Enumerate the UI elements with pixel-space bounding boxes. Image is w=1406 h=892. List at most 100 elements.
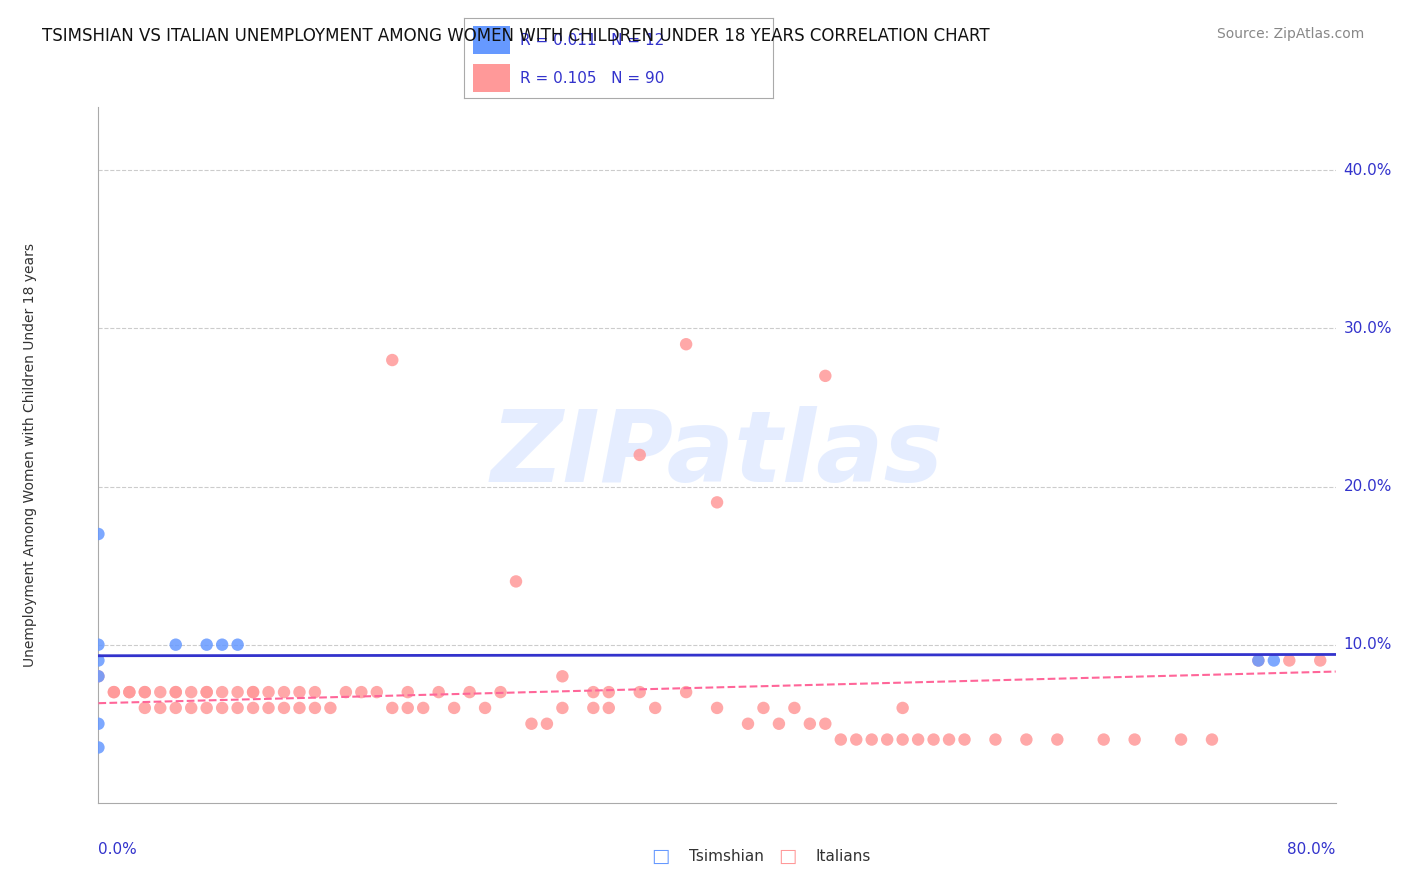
Point bbox=[195, 685, 218, 699]
Point bbox=[907, 732, 929, 747]
Point bbox=[938, 732, 960, 747]
Point bbox=[103, 685, 125, 699]
Point bbox=[489, 685, 512, 699]
Point bbox=[366, 685, 388, 699]
Point bbox=[288, 685, 311, 699]
Text: 20.0%: 20.0% bbox=[1344, 479, 1392, 494]
Text: 40.0%: 40.0% bbox=[1344, 163, 1392, 178]
Point bbox=[706, 701, 728, 715]
Point bbox=[628, 448, 651, 462]
Point bbox=[226, 701, 249, 715]
Text: 10.0%: 10.0% bbox=[1344, 637, 1392, 652]
Point bbox=[288, 701, 311, 715]
Point bbox=[381, 353, 404, 368]
Point bbox=[1015, 732, 1038, 747]
Point bbox=[814, 368, 837, 383]
Text: 80.0%: 80.0% bbox=[1288, 842, 1336, 857]
Point bbox=[242, 685, 264, 699]
Point bbox=[1247, 653, 1270, 667]
Point bbox=[118, 685, 141, 699]
Point bbox=[149, 701, 172, 715]
Point bbox=[165, 701, 187, 715]
Point bbox=[103, 685, 125, 699]
Point bbox=[149, 685, 172, 699]
Point bbox=[706, 495, 728, 509]
Point bbox=[226, 685, 249, 699]
Point bbox=[1278, 653, 1301, 667]
Point bbox=[165, 638, 187, 652]
Point bbox=[304, 685, 326, 699]
Point bbox=[814, 716, 837, 731]
Point bbox=[195, 685, 218, 699]
Point bbox=[505, 574, 527, 589]
Point bbox=[953, 732, 976, 747]
Point bbox=[551, 669, 574, 683]
Point bbox=[1123, 732, 1146, 747]
Bar bbox=[474, 63, 510, 92]
Point bbox=[458, 685, 481, 699]
Text: ZIPatlas: ZIPatlas bbox=[491, 407, 943, 503]
Point bbox=[350, 685, 373, 699]
Text: □: □ bbox=[778, 847, 797, 866]
Point bbox=[582, 701, 605, 715]
Point bbox=[830, 732, 852, 747]
Point bbox=[675, 337, 697, 351]
Point bbox=[211, 701, 233, 715]
Point bbox=[443, 701, 465, 715]
Point bbox=[134, 685, 156, 699]
Point bbox=[628, 685, 651, 699]
Point bbox=[412, 701, 434, 715]
Text: R = 0.105   N = 90: R = 0.105 N = 90 bbox=[520, 70, 664, 86]
Point bbox=[118, 685, 141, 699]
Text: 0.0%: 0.0% bbox=[98, 842, 138, 857]
Point bbox=[752, 701, 775, 715]
Text: Tsimshian: Tsimshian bbox=[689, 849, 763, 863]
Point bbox=[87, 527, 110, 541]
Point bbox=[582, 685, 605, 699]
Point bbox=[1046, 732, 1069, 747]
Point bbox=[551, 701, 574, 715]
Point bbox=[319, 701, 342, 715]
Point bbox=[87, 653, 110, 667]
Point bbox=[165, 685, 187, 699]
Point bbox=[860, 732, 883, 747]
Point bbox=[242, 701, 264, 715]
Point bbox=[598, 685, 620, 699]
Point bbox=[768, 716, 790, 731]
Bar bbox=[474, 26, 510, 54]
Point bbox=[87, 638, 110, 652]
Point bbox=[87, 716, 110, 731]
Point bbox=[783, 701, 806, 715]
Point bbox=[211, 638, 233, 652]
Point bbox=[381, 701, 404, 715]
Point bbox=[134, 685, 156, 699]
Point bbox=[195, 701, 218, 715]
Point bbox=[211, 685, 233, 699]
Point bbox=[304, 701, 326, 715]
Point bbox=[1092, 732, 1115, 747]
Point bbox=[195, 638, 218, 652]
Point bbox=[273, 701, 295, 715]
Text: Italians: Italians bbox=[815, 849, 870, 863]
Point bbox=[474, 701, 496, 715]
Point bbox=[1263, 653, 1285, 667]
Point bbox=[644, 701, 666, 715]
Point bbox=[396, 701, 419, 715]
Point bbox=[134, 701, 156, 715]
Point bbox=[1247, 653, 1270, 667]
Point bbox=[226, 638, 249, 652]
Point bbox=[984, 732, 1007, 747]
Point bbox=[180, 701, 202, 715]
Point bbox=[87, 669, 110, 683]
Point bbox=[1170, 732, 1192, 747]
Point bbox=[87, 740, 110, 755]
Point bbox=[675, 685, 697, 699]
Point bbox=[257, 685, 280, 699]
Point bbox=[427, 685, 450, 699]
Point bbox=[876, 732, 898, 747]
Point bbox=[257, 701, 280, 715]
Text: Unemployment Among Women with Children Under 18 years: Unemployment Among Women with Children U… bbox=[24, 243, 38, 667]
Text: R = 0.011   N = 12: R = 0.011 N = 12 bbox=[520, 33, 664, 48]
Point bbox=[165, 685, 187, 699]
Point bbox=[737, 716, 759, 731]
